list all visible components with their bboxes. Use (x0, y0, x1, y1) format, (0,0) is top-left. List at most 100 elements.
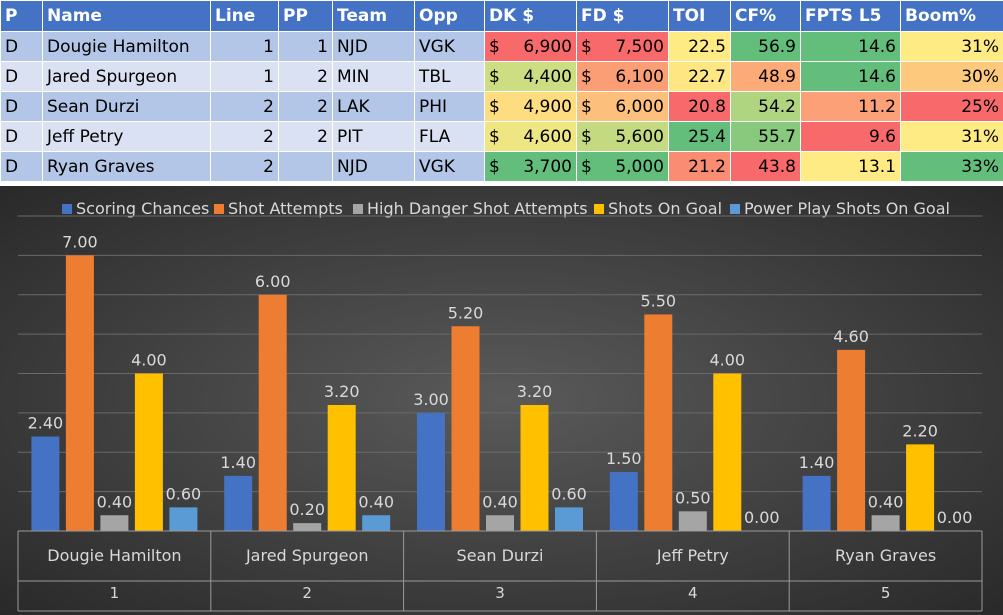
cell-name: Jeff Petry (42, 121, 211, 152)
bar (486, 515, 514, 531)
bar (802, 475, 831, 531)
bar (224, 475, 253, 531)
header-team[interactable]: Team (332, 0, 415, 32)
cell-team: NJD (332, 31, 415, 62)
cell-pp: 2 (278, 121, 333, 152)
legend-swatch (730, 204, 740, 214)
table-row[interactable]: D Ryan Graves 2 NJD VGK $3,700 $5,000 21… (0, 151, 1003, 182)
cell-toi: 21.2 (668, 151, 731, 182)
cell-name: Jared Spurgeon (42, 61, 211, 92)
chart-background (0, 186, 1003, 615)
currency-symbol: $ (489, 126, 500, 147)
cell-pp: 2 (278, 61, 333, 92)
data-label: 2.20 (902, 421, 938, 440)
cell-fpts-l5: 13.1 (800, 151, 901, 182)
category-number: 2 (302, 584, 312, 602)
fd-amount: 5,000 (615, 156, 664, 177)
cell-fpts-l5: 9.6 (800, 121, 901, 152)
legend-swatch (594, 204, 604, 214)
cell-fd-salary: $5,600 (576, 121, 669, 152)
cell-dk-salary: $4,600 (484, 121, 577, 152)
cell-dk-salary: $6,900 (484, 31, 577, 62)
fd-amount: 6,000 (615, 96, 664, 117)
bar (327, 405, 356, 531)
currency-symbol: $ (581, 156, 592, 177)
table-header-row: P Name Line PP Team Opp DK $ FD $ TOI CF… (0, 0, 1003, 32)
legend-swatch (353, 204, 363, 214)
cell-boom-pct: 31% (900, 121, 1003, 152)
dk-amount: 3,700 (523, 156, 572, 177)
table-row[interactable]: D Sean Durzi 2 2 LAK PHI $4,900 $6,000 2… (0, 91, 1003, 122)
header-line[interactable]: Line (210, 0, 279, 32)
data-label: 1.50 (606, 449, 642, 468)
table-row[interactable]: D Jeff Petry 2 2 PIT FLA $4,600 $5,600 2… (0, 121, 1003, 152)
chart-bars (31, 255, 935, 531)
header-cf-pct[interactable]: CF% (730, 0, 801, 32)
chart-gridlines (18, 215, 982, 493)
header-p[interactable]: P (0, 0, 43, 32)
cell-dk-salary: $4,900 (484, 91, 577, 122)
cell-cf-pct: 54.2 (730, 91, 801, 122)
currency-symbol: $ (489, 156, 500, 177)
category-label: Dougie Hamilton (47, 546, 181, 565)
header-boom-pct[interactable]: Boom% (900, 0, 1003, 32)
header-dk-salary[interactable]: DK $ (484, 0, 577, 32)
fd-amount: 6,100 (615, 66, 664, 87)
cell-opp: TBL (414, 61, 485, 92)
bar (609, 471, 638, 531)
cell-cf-pct: 48.9 (730, 61, 801, 92)
data-label: 2.40 (28, 414, 64, 433)
header-name[interactable]: Name (42, 0, 211, 32)
chart-category-axis: Dougie Hamilton 1 Jared Spurgeon 2 Sean Durz… (17, 530, 983, 612)
data-label: 1.40 (220, 453, 256, 472)
cell-boom-pct: 33% (900, 151, 1003, 182)
cell-position: D (0, 61, 43, 92)
bar (644, 314, 673, 531)
bar (258, 294, 287, 531)
cell-name: Ryan Graves (42, 151, 211, 182)
cell-fd-salary: $5,000 (576, 151, 669, 182)
data-label: 6.00 (255, 272, 291, 291)
currency-symbol: $ (489, 36, 500, 57)
chart-data-labels: 2.40 7.00 0.40 4.00 0.60 1.40 6.00 0.20 3.20 0.40… (28, 232, 973, 527)
cell-boom-pct: 31% (900, 31, 1003, 62)
header-fpts-l5[interactable]: FPTS L5 (800, 0, 901, 32)
cell-name: Dougie Hamilton (42, 31, 211, 62)
data-label: 0.40 (97, 492, 133, 511)
header-fd-salary[interactable]: FD $ (576, 0, 669, 32)
bar (871, 515, 900, 531)
cell-position: D (0, 151, 43, 182)
player-table: P Name Line PP Team Opp DK $ FD $ TOI CF… (0, 0, 1003, 182)
cell-team: NJD (332, 151, 415, 182)
data-label: 3.20 (517, 382, 553, 401)
cell-line: 1 (210, 31, 279, 62)
bar (362, 515, 391, 531)
cell-opp: PHI (414, 91, 485, 122)
currency-symbol: $ (489, 96, 500, 117)
currency-symbol: $ (581, 36, 592, 57)
bar (451, 326, 480, 531)
fd-amount: 5,600 (615, 126, 664, 147)
cell-dk-salary: $3,700 (484, 151, 577, 182)
bar (713, 373, 742, 531)
bar (31, 436, 60, 531)
currency-symbol: $ (581, 126, 592, 147)
table-row[interactable]: D Jared Spurgeon 1 2 MIN TBL $4,400 $6,1… (0, 61, 1003, 92)
chart-legend: Scoring Chances Shot Attempts High Danger … (62, 199, 950, 218)
cell-fd-salary: $7,500 (576, 31, 669, 62)
header-pp[interactable]: PP (278, 0, 333, 32)
header-opp[interactable]: Opp (414, 0, 485, 32)
cell-line: 2 (210, 151, 279, 182)
header-toi[interactable]: TOI (668, 0, 731, 32)
table-row[interactable]: D Dougie Hamilton 1 1 NJD VGK $6,900 $7,… (0, 31, 1003, 62)
data-label: 0.20 (289, 500, 325, 519)
data-label: 0.40 (482, 492, 518, 511)
cell-team: MIN (332, 61, 415, 92)
cell-cf-pct: 43.8 (730, 151, 801, 182)
bar (65, 255, 94, 531)
cell-team: PIT (332, 121, 415, 152)
currency-symbol: $ (489, 66, 500, 87)
cell-line: 1 (210, 61, 279, 92)
category-label: Jared Spurgeon (245, 546, 369, 565)
bar (837, 349, 866, 531)
